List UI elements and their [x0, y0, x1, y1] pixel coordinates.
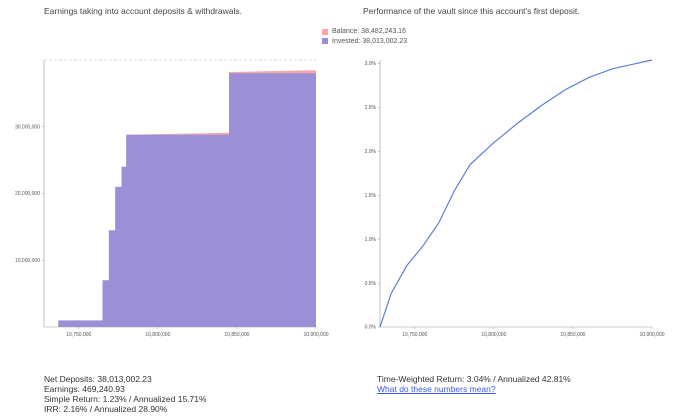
legend-swatch-balance	[322, 28, 328, 35]
chart-legend: Balance: 38,482,243.16 Invested: 38,013,…	[322, 27, 407, 46]
performance-x-tick-label: 10,750,000	[402, 332, 427, 338]
earnings-chart-caption: Earnings taking into account deposits & …	[44, 6, 242, 16]
performance-y-tick-label: 0.5%	[365, 281, 377, 287]
earnings-text: Earnings: 469,240.93	[44, 384, 125, 394]
simple-return-text: Simple Return: 1.23% / Annualized 15.71%	[44, 394, 207, 404]
time-weighted-return-line	[379, 59, 653, 328]
irr-text: IRR: 2.16% / Annualized 28.90%	[44, 404, 168, 414]
earnings-y-tick-label: 30,000,000	[15, 124, 40, 130]
legend-label-invested: Invested: 38,013,002.23	[332, 37, 408, 45]
invested-area	[44, 73, 316, 327]
earnings-x-tick-label: 10,850,000	[224, 332, 249, 338]
performance-y-tick-label: 2.5%	[365, 105, 377, 111]
performance-x-tick-label: 10,850,000	[560, 332, 585, 338]
performance-y-tick-label: 3.0%	[365, 61, 377, 67]
numbers-help-link[interactable]: What do these numbers mean?	[377, 384, 496, 394]
performance-x-tick-label: 10,800,000	[481, 332, 506, 338]
performance-y-tick-label: 2.0%	[365, 149, 377, 155]
earnings-y-tick-label: 20,000,000	[15, 191, 40, 197]
earnings-y-tick-label: 10,000,000	[15, 258, 40, 264]
performance-x-tick-label: 10,900,000	[639, 332, 664, 338]
net-deposits-text: Net Deposits: 38,013,002.23	[44, 374, 152, 384]
legend-item-balance: Balance: 38,482,243.16	[322, 27, 407, 37]
time-weighted-return-text: Time-Weighted Return: 3.04% / Annualized…	[377, 374, 571, 384]
legend-item-invested: Invested: 38,013,002.23	[322, 37, 407, 47]
charts-canvas: 10,000,000 20,000,000 30,000,000 10,750,000…	[15, 59, 665, 338]
earnings-x-tick-label: 10,750,000	[66, 332, 91, 338]
earnings-x-tick-label: 10,800,000	[145, 332, 170, 338]
legend-label-balance: Balance: 38,482,243.16	[332, 28, 406, 35]
performance-y-tick-label: 1.5%	[365, 193, 377, 199]
stats-summary-right: Time-Weighted Return: 3.04% / Annualized…	[377, 374, 571, 394]
performance-chart-caption: Performance of the vault since this acco…	[363, 6, 580, 16]
legend-swatch-invested	[322, 38, 328, 45]
earnings-x-tick-label: 10,900,000	[303, 332, 328, 338]
performance-y-tick-label: 0.0%	[365, 325, 377, 331]
performance-y-tick-label: 1.0%	[365, 237, 377, 243]
stats-summary-left: Net Deposits: 38,013,002.23 Earnings: 46…	[44, 374, 207, 414]
